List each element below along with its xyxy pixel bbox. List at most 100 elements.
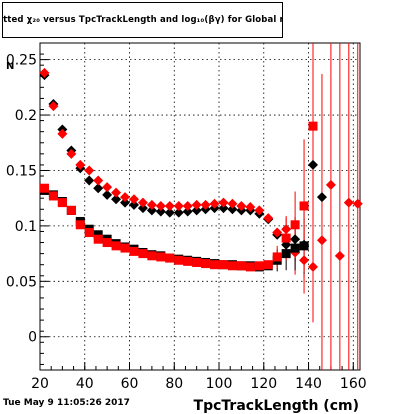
data-point-diamond	[316, 235, 327, 246]
data-point-square	[192, 257, 202, 267]
data-point-diamond	[146, 199, 157, 210]
data-point-diamond	[48, 101, 59, 112]
data-point-diamond	[325, 179, 336, 190]
data-point-diamond	[111, 187, 122, 198]
ticks-layer: 20 40 60 80 100 120 140 160 0 0.05 0.1 0.15 0.2 0.25	[6, 53, 367, 392]
data-point-diamond	[254, 205, 265, 216]
data-point-diamond	[93, 175, 104, 186]
grid-layer	[40, 43, 360, 370]
data-point-square	[66, 205, 76, 215]
data-point-diamond	[173, 207, 184, 218]
data-point-diamond	[111, 194, 122, 205]
data-point-square	[308, 121, 318, 131]
data-point-square	[254, 261, 264, 271]
data-point-diamond	[334, 250, 345, 261]
data-point-square	[299, 241, 309, 251]
data-point-square	[138, 249, 148, 259]
x-tick-label: 80	[165, 376, 183, 392]
data-point-square	[236, 261, 246, 271]
x-tick-label: 140	[295, 376, 322, 392]
data-point-diamond	[218, 197, 229, 208]
x-tick-label: 60	[121, 376, 139, 392]
data-point-diamond	[227, 198, 238, 209]
data-point-square	[120, 243, 130, 253]
data-point-square	[245, 262, 255, 272]
data-point-diamond	[209, 198, 220, 209]
data-point-diamond	[102, 182, 113, 193]
data-point-diamond	[120, 197, 131, 208]
data-point-square	[111, 241, 121, 251]
data-point-square	[57, 198, 67, 208]
data-point-diamond	[137, 197, 148, 208]
chart-title-box: itted χ₂₀ versus TpcTrackLength and log₁…	[2, 2, 283, 38]
data-point-diamond	[146, 205, 157, 216]
data-point-square	[156, 252, 166, 262]
data-point-square	[102, 238, 112, 248]
data-point-diamond	[272, 227, 283, 238]
data-point-diamond	[352, 198, 363, 209]
data-point-diamond	[263, 213, 274, 224]
data-point-diamond	[155, 200, 166, 211]
chart-title: itted χ₂₀ versus TpcTrackLength and log₁…	[2, 15, 282, 25]
data-point-square	[165, 253, 175, 263]
data-point-diamond	[173, 200, 184, 211]
timestamp: Tue May 9 11:05:26 2017	[3, 398, 130, 408]
data-point-diamond	[308, 261, 319, 272]
data-point-diamond	[84, 175, 95, 186]
data-point-diamond	[236, 200, 247, 211]
data-point-diamond	[218, 203, 229, 214]
data-point-diamond	[120, 192, 131, 203]
data-point-square	[272, 252, 282, 262]
data-point-square	[281, 233, 291, 243]
x-tick-label: 100	[206, 376, 233, 392]
data-point-square	[263, 260, 273, 270]
data-point-square	[281, 249, 291, 259]
data-point-square	[210, 260, 220, 270]
data-point-diamond	[227, 204, 238, 215]
y-tick-label: 0.25	[6, 53, 37, 69]
x-axis-label: TpcTrackLength (cm)	[194, 398, 359, 414]
y-tick-label: 0.1	[15, 219, 37, 235]
data-point-diamond	[39, 67, 50, 78]
data-point-square	[201, 259, 211, 269]
data-point-diamond	[128, 194, 139, 205]
data-point-diamond	[299, 255, 310, 266]
data-point-square	[290, 243, 300, 253]
data-point-diamond	[128, 199, 139, 210]
data-point-diamond	[191, 199, 202, 210]
y-tick-label: 0	[28, 330, 37, 346]
error-bars	[276, 43, 359, 370]
x-tick-label: 120	[250, 376, 277, 392]
data-point-diamond	[182, 200, 193, 211]
data-point-square	[48, 191, 58, 201]
data-point-diamond	[155, 206, 166, 217]
data-point-diamond	[84, 165, 95, 176]
x-tick-label: 160	[340, 376, 367, 392]
data-points	[39, 67, 363, 272]
y-tick-label: 0.05	[6, 274, 37, 290]
data-point-square	[129, 246, 139, 256]
data-point-diamond	[191, 205, 202, 216]
plot-frame	[39, 42, 361, 371]
data-point-square	[147, 251, 157, 261]
x-tick-label: 40	[76, 376, 94, 392]
data-point-diamond	[200, 199, 211, 210]
data-point-diamond	[93, 183, 104, 194]
data-point-diamond	[164, 200, 175, 211]
data-point-square	[290, 220, 300, 230]
data-point-square	[299, 201, 309, 211]
x-tick-label: 20	[31, 376, 49, 392]
data-point-diamond	[102, 189, 113, 200]
y-tick-label: 0.15	[6, 163, 37, 179]
y-tick-label: 0.2	[15, 108, 37, 124]
data-point-square	[39, 183, 49, 193]
data-point-diamond	[75, 159, 86, 170]
data-point-square	[93, 234, 103, 244]
data-point-diamond	[66, 148, 77, 159]
y-axis-label: N	[6, 61, 14, 72]
data-point-square	[183, 256, 193, 266]
data-point-diamond	[343, 197, 354, 208]
data-point-diamond	[281, 224, 292, 235]
data-point-diamond	[290, 234, 301, 245]
